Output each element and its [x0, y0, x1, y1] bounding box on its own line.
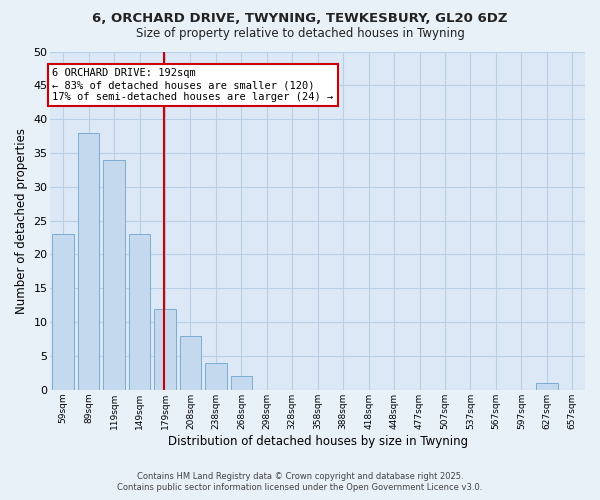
Y-axis label: Number of detached properties: Number of detached properties [15, 128, 28, 314]
Text: 6 ORCHARD DRIVE: 192sqm
← 83% of detached houses are smaller (120)
17% of semi-d: 6 ORCHARD DRIVE: 192sqm ← 83% of detache… [52, 68, 334, 102]
Bar [78, 132, 100, 390]
Bar [103, 160, 125, 390]
Text: Contains public sector information licensed under the Open Government Licence v3: Contains public sector information licen… [118, 483, 482, 492]
Bar [129, 234, 151, 390]
Text: Contains HM Land Registry data © Crown copyright and database right 2025.: Contains HM Land Registry data © Crown c… [137, 472, 463, 481]
X-axis label: Distribution of detached houses by size in Twyning: Distribution of detached houses by size … [167, 434, 468, 448]
Text: 6, ORCHARD DRIVE, TWYNING, TEWKESBURY, GL20 6DZ: 6, ORCHARD DRIVE, TWYNING, TEWKESBURY, G… [92, 12, 508, 26]
Bar [179, 336, 201, 390]
Bar [536, 383, 557, 390]
Bar [154, 308, 176, 390]
Bar [230, 376, 252, 390]
Bar [205, 362, 227, 390]
Bar [52, 234, 74, 390]
Text: Size of property relative to detached houses in Twyning: Size of property relative to detached ho… [136, 28, 464, 40]
